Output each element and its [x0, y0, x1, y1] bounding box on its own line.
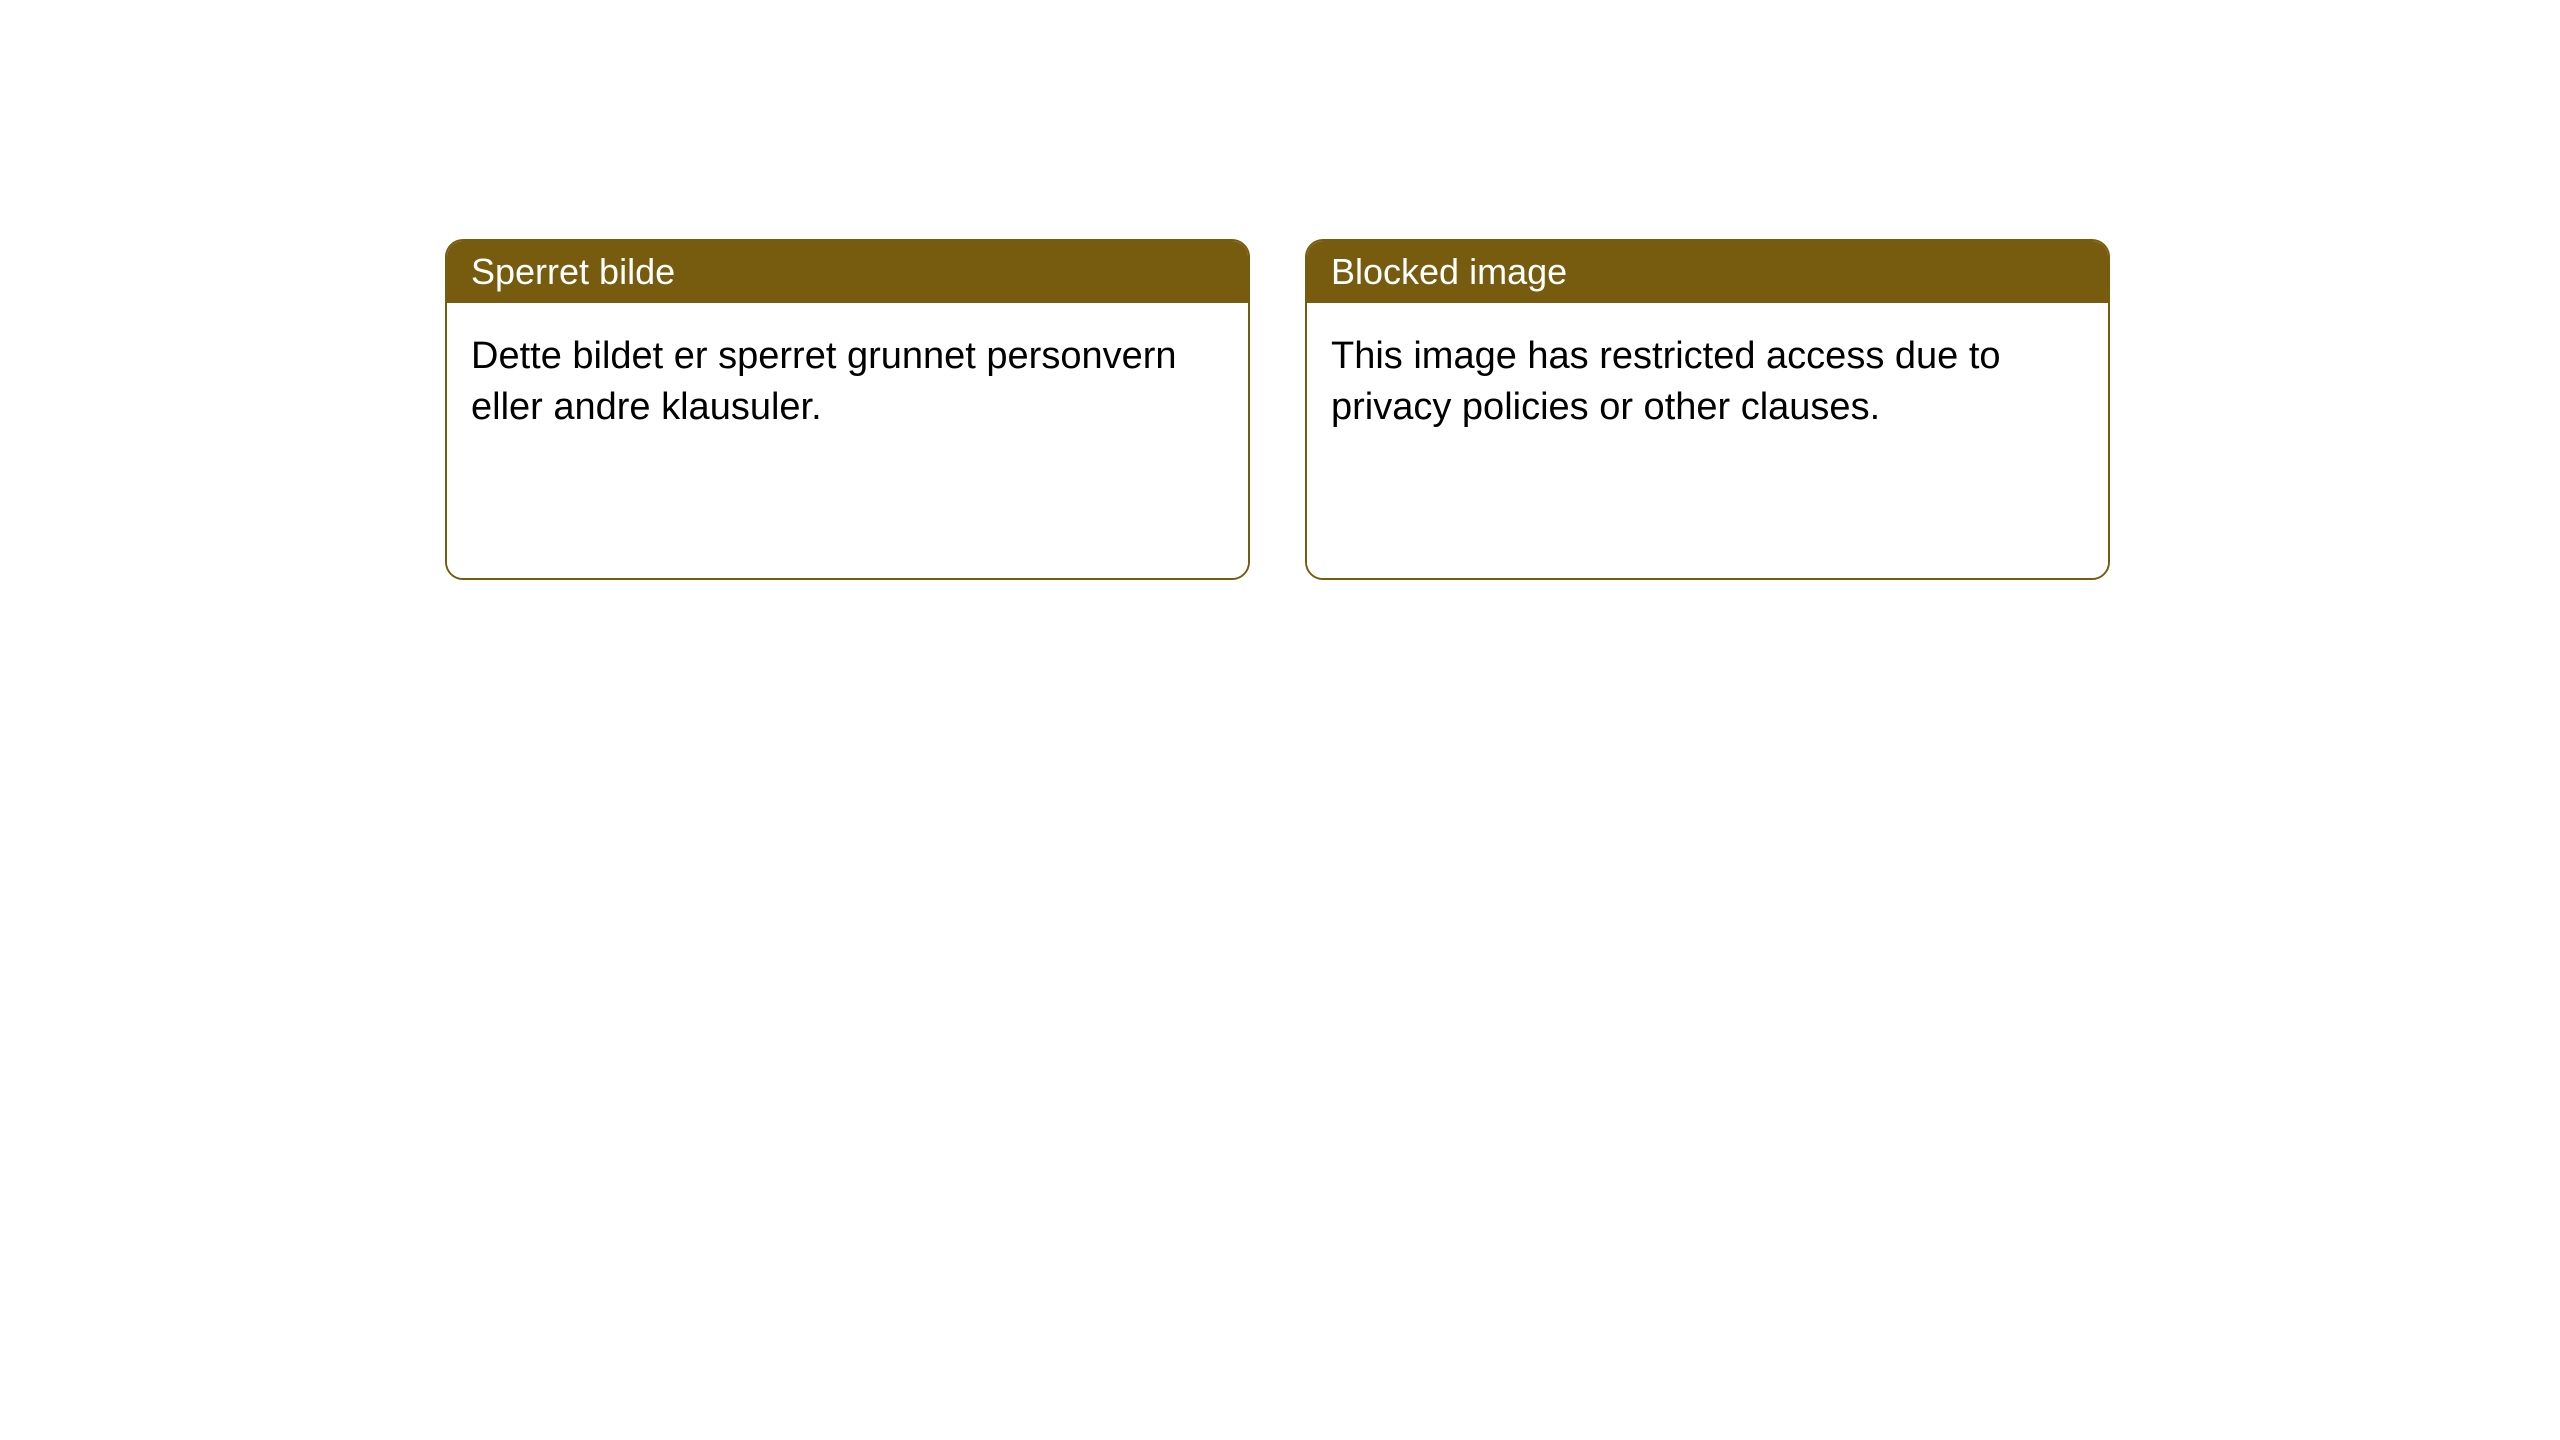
- notice-container: Sperret bilde Dette bildet er sperret gr…: [445, 239, 2110, 580]
- notice-title: Blocked image: [1331, 251, 1567, 292]
- notice-body: Dette bildet er sperret grunnet personve…: [447, 303, 1248, 578]
- notice-header: Sperret bilde: [447, 241, 1248, 303]
- notice-body-text: This image has restricted access due to …: [1331, 335, 2001, 428]
- notice-body: This image has restricted access due to …: [1307, 303, 2108, 578]
- notice-body-text: Dette bildet er sperret grunnet personve…: [471, 335, 1177, 428]
- notice-header: Blocked image: [1307, 241, 2108, 303]
- notice-title: Sperret bilde: [471, 251, 675, 292]
- notice-box-norwegian: Sperret bilde Dette bildet er sperret gr…: [445, 239, 1250, 580]
- notice-box-english: Blocked image This image has restricted …: [1305, 239, 2110, 580]
